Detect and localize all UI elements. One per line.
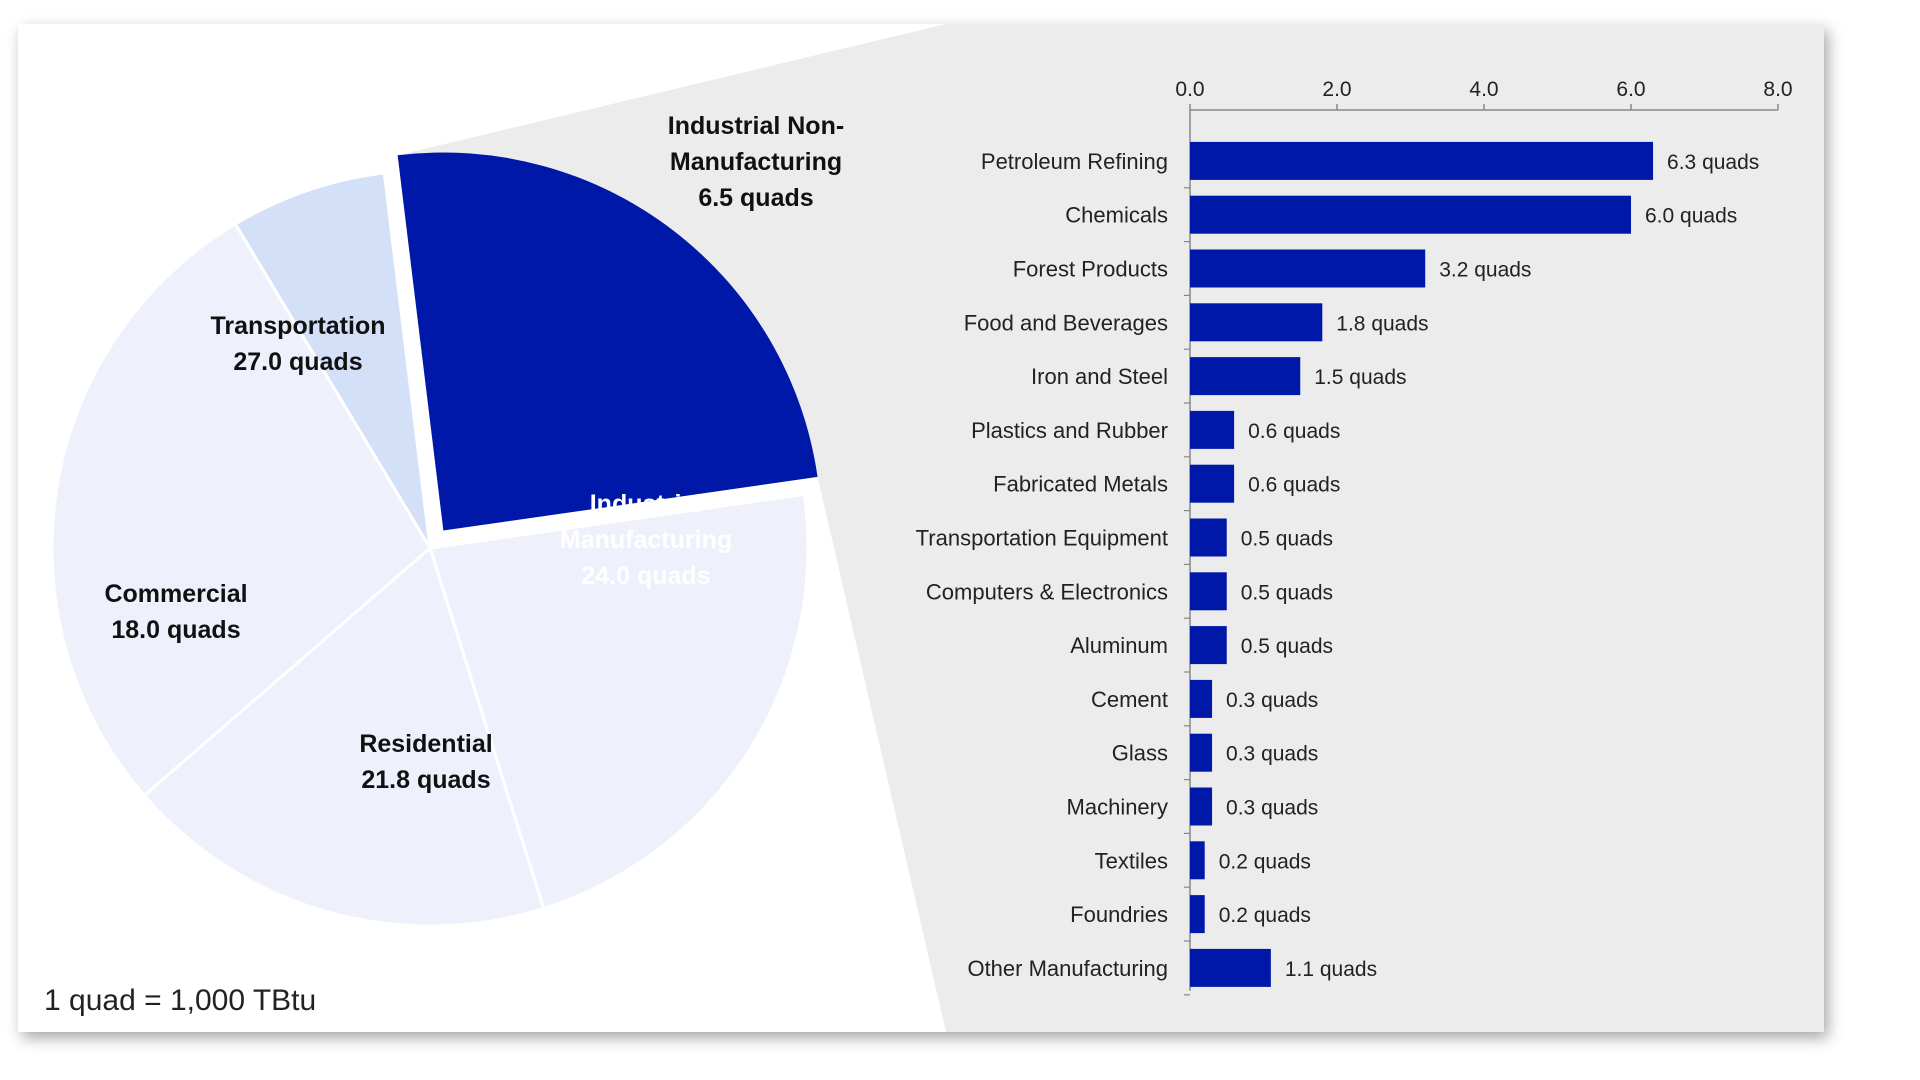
bar-other-manufacturing [1190,948,1271,987]
x-tick-label: 4.0 [1469,78,1498,101]
bar-computers-electronics [1190,572,1227,611]
pie-label-industrial-manufacturing-line-2: Manufacturing [560,526,732,554]
category-label: Plastics and Rubber [971,418,1168,443]
bar-value-label: 0.6 quads [1248,474,1340,497]
pie-chart [50,152,818,928]
bar-food-and-beverages [1190,303,1323,342]
category-label: Computers & Electronics [926,579,1168,604]
bar-value-label: 0.2 quads [1219,850,1311,873]
bar-value-label: 0.6 quads [1248,420,1340,443]
category-label: Aluminum [1070,633,1168,658]
bar-value-label: 0.3 quads [1226,797,1318,820]
bar-value-label: 0.3 quads [1226,689,1318,712]
bar-value-label: 1.1 quads [1285,958,1377,981]
bar-chemicals [1190,195,1631,234]
category-label: Chemicals [1065,203,1168,228]
bar-fabricated-metals [1190,464,1235,503]
category-label: Forest Products [1013,257,1168,282]
pie-label-transportation-value: 27.0 quads [233,348,362,376]
bar-value-label: 1.5 quads [1314,366,1406,389]
pie-labels: Industrial Non- Manufacturing 6.5 quads Ind… [104,112,844,794]
bar-value-label: 0.5 quads [1241,528,1333,551]
bar-value-label: 6.0 quads [1645,205,1737,228]
category-label: Fabricated Metals [993,472,1168,497]
bar-value-label: 1.8 quads [1336,312,1428,335]
category-label: Glass [1112,741,1168,766]
bar-forest-products [1190,249,1426,288]
bar-machinery [1190,787,1213,826]
pie-slice-industrial-manufacturing [397,152,818,531]
pie-label-industrial-manufacturing-line-1: Industrial [590,490,703,518]
category-label: Transportation Equipment [916,526,1168,551]
bar-value-label: 3.2 quads [1439,259,1531,282]
bar-glass [1190,733,1213,772]
category-label: Foundries [1070,902,1168,927]
category-label: Petroleum Refining [981,149,1168,174]
pie-label-industrial-non-manufacturing-value: 6.5 quads [698,184,813,212]
x-tick-label: 2.0 [1322,78,1351,101]
pie-slice-residential [428,492,810,911]
category-label: Other Manufacturing [967,956,1168,981]
pie-label-commercial-value: 18.0 quads [111,616,240,644]
pie-label-industrial-manufacturing-value: 24.0 quads [581,562,710,590]
zoom-background [397,24,1824,1032]
bar-foundries [1190,895,1205,934]
pie-slice-commercial [142,545,546,928]
category-label: Cement [1091,687,1168,712]
x-tick-label: 0.0 [1175,78,1204,101]
category-label: Food and Beverages [964,310,1168,335]
pie-label-industrial-non-manufacturing-line-2: Manufacturing [670,148,842,176]
pie-label-residential-line-1: Residential [359,730,492,758]
bar-value-label: 0.5 quads [1241,635,1333,658]
energy-chart: Industrial Non- Manufacturing 6.5 quads Ind… [50,24,1824,1032]
bar-cement [1190,679,1213,718]
pie-label-industrial-non-manufacturing-line-1: Industrial Non- [668,112,844,140]
category-label: Textiles [1095,848,1168,873]
pie-slice-industrial-non-manufacturing [233,171,432,549]
bar-plastics-and-rubber [1190,410,1235,449]
unit-footnote: 1 quad = 1,000 TBtu [44,984,317,1017]
x-tick-label: 6.0 [1616,78,1645,101]
category-label: Iron and Steel [1031,364,1168,389]
bar-iron-and-steel [1190,357,1301,396]
x-tick-label: 8.0 [1763,78,1792,101]
bar-value-label: 0.5 quads [1241,581,1333,604]
pie-slice-transportation [50,221,432,798]
bar-transportation-equipment [1190,518,1227,557]
pie-label-commercial-line-1: Commercial [104,580,247,608]
bar-value-label: 6.3 quads [1667,151,1759,174]
bar-chart: 0.0 2.0 4.0 6.0 8.0 Petroleum Refining 6.3 qua… [916,78,1793,996]
bar-textiles [1190,841,1205,880]
pie-label-residential-value: 21.8 quads [361,766,490,794]
bar-value-label: 0.2 quads [1219,904,1311,927]
energy-chart-card: Industrial Non- Manufacturing 6.5 quads Ind… [18,24,1824,1032]
category-label: Machinery [1067,795,1168,820]
bar-value-label: 0.3 quads [1226,743,1318,766]
bar-petroleum-refining [1190,141,1654,180]
bar-aluminum [1190,626,1227,665]
pie-label-transportation-line-1: Transportation [210,312,385,340]
